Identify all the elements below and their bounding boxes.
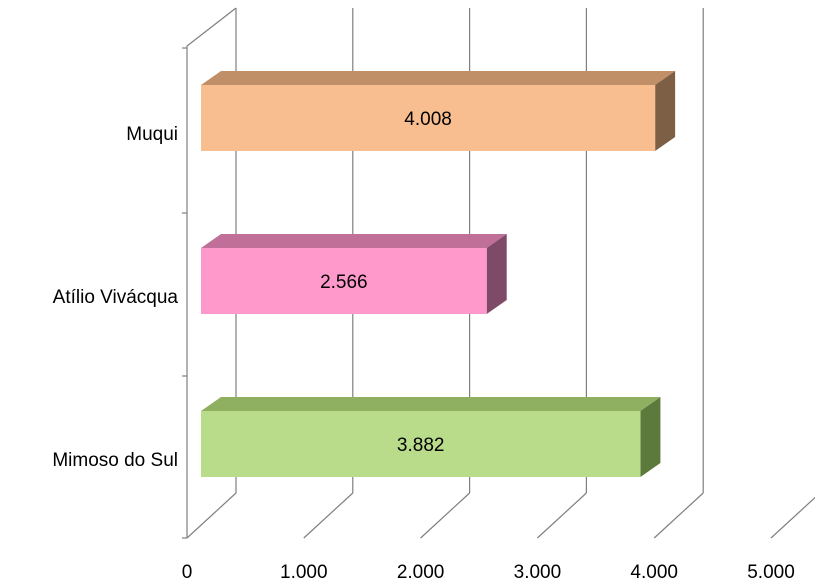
category-label: Atílio Vivácqua [53, 287, 179, 308]
data-label: 2.566 [320, 272, 368, 293]
bar [201, 248, 487, 314]
floor-gridline [420, 492, 471, 539]
bar [201, 85, 656, 151]
bar-side-face [655, 71, 676, 151]
category-label: Mimoso do Sul [52, 450, 178, 471]
bar [201, 411, 641, 477]
x-tick-label: 2.000 [397, 562, 445, 583]
bar-top-face [201, 71, 676, 85]
data-label: 3.882 [397, 435, 445, 456]
side-wall-top-edge [186, 7, 237, 47]
x-tick-label: 5.000 [747, 562, 795, 583]
bar-layer [201, 71, 676, 477]
x-tick-label: 4.000 [630, 562, 678, 583]
floor-gridline [653, 492, 704, 539]
bar-side-face [640, 397, 661, 477]
x-tick-label: 0 [182, 562, 193, 583]
category-label: Muqui [126, 124, 178, 145]
bar-side-face [486, 234, 507, 314]
bar-top-face [201, 234, 507, 248]
bar-top-face [201, 397, 661, 411]
label-layer: 0 1.000 2.000 3.000 4.000 5.000 3.882 Mimoso do… [52, 109, 794, 583]
floor-gridline [536, 492, 587, 539]
floor-gridline [186, 492, 237, 539]
floor-gridline [770, 496, 815, 539]
data-label: 4.008 [404, 109, 452, 130]
x-tick-label: 3.000 [514, 562, 562, 583]
x-tick-label: 1.000 [280, 562, 328, 583]
floor-gridline [303, 492, 354, 539]
